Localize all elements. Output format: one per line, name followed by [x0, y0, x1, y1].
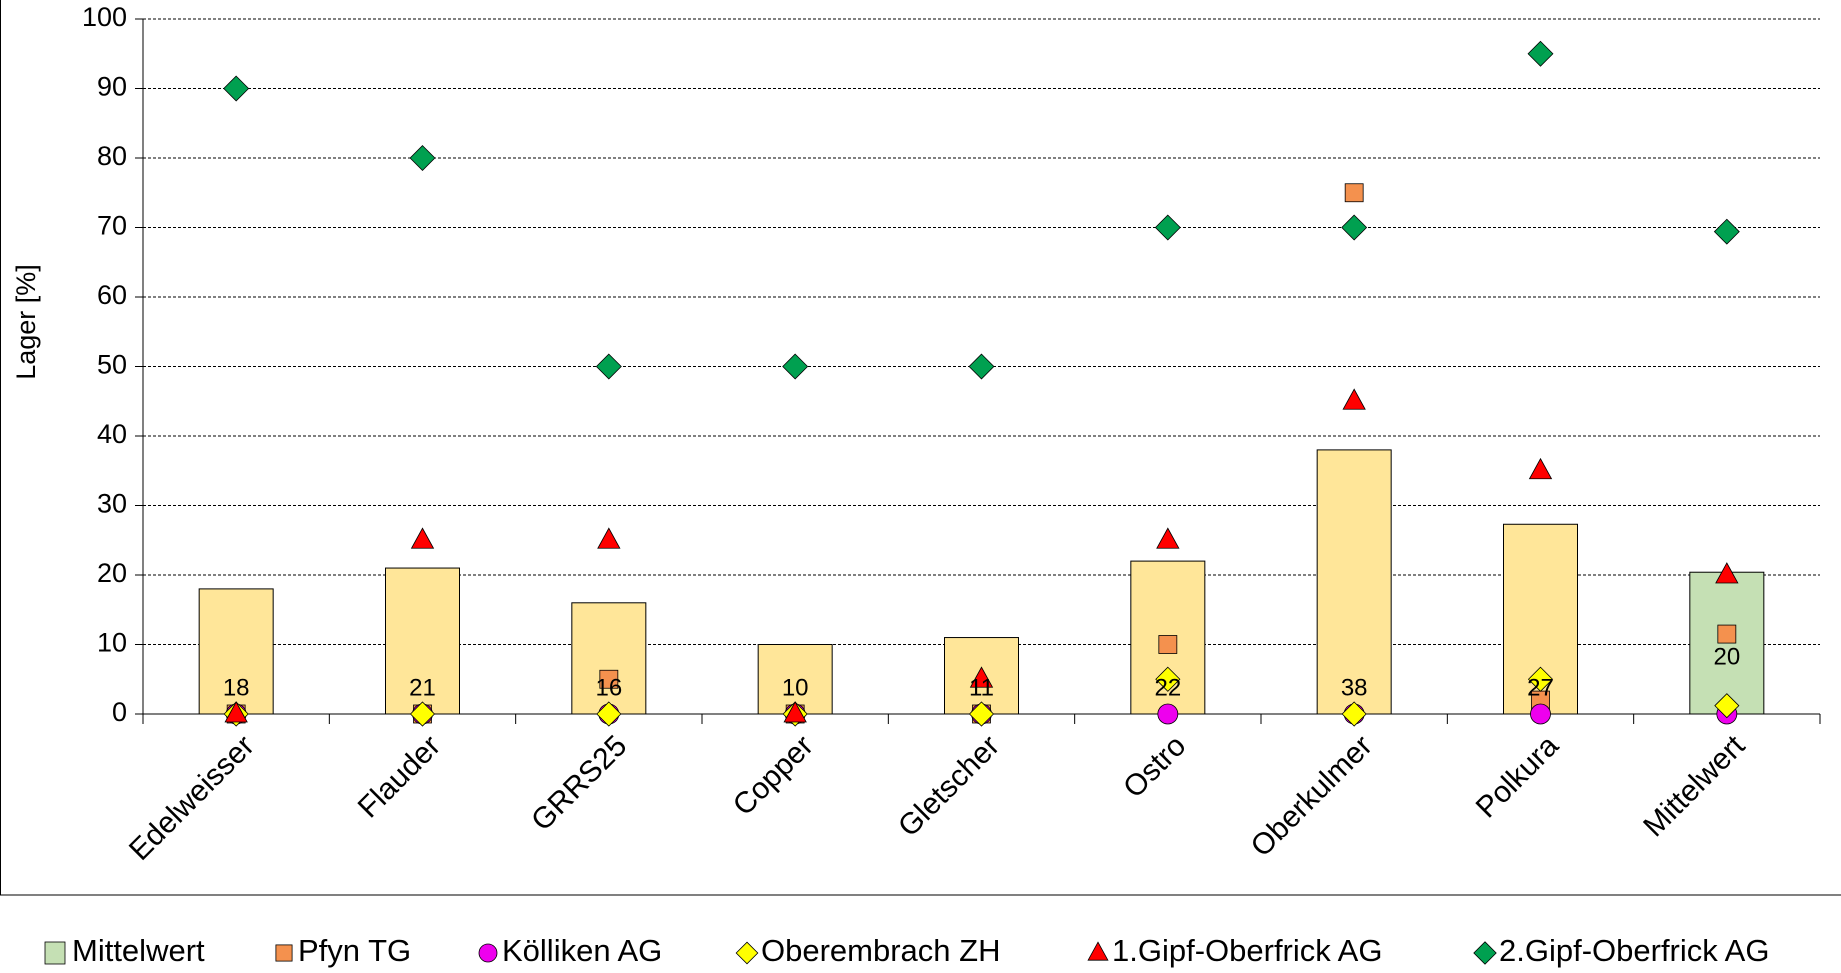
marker-diamond — [1713, 218, 1740, 245]
marker-circle — [1530, 703, 1551, 725]
y-tick-label: 80 — [97, 141, 127, 171]
y-tick-label: 60 — [97, 280, 127, 310]
legend-label: 1.Gipf-Oberfrick AG — [1112, 933, 1382, 968]
marker-diamond — [409, 701, 436, 727]
y-axis-label: Lager [%] — [11, 264, 41, 380]
marker-diamond — [782, 353, 809, 380]
legend-marker — [1473, 941, 1497, 965]
y-tick-label: 100 — [82, 2, 127, 32]
legend-swatch — [44, 941, 66, 965]
legend-label: 2.Gipf-Oberfrick AG — [1499, 933, 1769, 968]
legend-marker — [735, 941, 759, 965]
marker-square — [1158, 635, 1178, 654]
y-tick-label: 30 — [97, 489, 127, 519]
legend-label: Mittelwert — [72, 933, 205, 968]
value-label: 22 — [1154, 674, 1181, 701]
marker-diamond — [968, 701, 995, 727]
y-tick-label: 90 — [97, 72, 127, 102]
marker-diamond — [1154, 214, 1181, 241]
x-tick-label: Ostro — [1117, 729, 1192, 804]
x-tick-label: Flauder — [352, 729, 447, 824]
marker-diamond — [595, 353, 622, 380]
value-label: 27 — [1527, 674, 1554, 701]
marker-triangle — [969, 666, 994, 688]
x-tick-label: Polkura — [1470, 729, 1565, 824]
marker-diamond — [1341, 214, 1368, 241]
marker-diamond — [409, 145, 436, 171]
value-label: 38 — [1341, 674, 1368, 701]
marker-triangle — [597, 527, 621, 549]
bar — [571, 602, 647, 715]
legend-label: Pfyn TG — [298, 933, 411, 968]
value-label: 21 — [409, 674, 436, 701]
marker-diamond — [1714, 693, 1740, 719]
marker-diamond — [1527, 666, 1554, 692]
value-label: 10 — [782, 674, 809, 701]
bar — [385, 567, 460, 715]
legend-label: Kölliken AG — [502, 933, 662, 968]
marker-triangle — [410, 527, 435, 549]
marker-diamond — [968, 353, 995, 380]
marker-triangle — [783, 701, 807, 723]
value-label: 18 — [223, 674, 250, 701]
x-tick-label: Oberkulmer — [1245, 729, 1379, 863]
marker-diamond — [1341, 701, 1367, 727]
marker-square — [1344, 183, 1364, 203]
marker-diamond — [223, 75, 250, 102]
bar — [198, 588, 274, 715]
x-tick-label: Edelweisser — [123, 729, 261, 867]
marker-square — [1717, 624, 1737, 644]
marker-triangle — [1528, 457, 1553, 480]
marker-triangle — [1715, 562, 1739, 584]
marker-square — [599, 669, 619, 689]
marker-triangle — [1342, 388, 1366, 410]
value-label: 16 — [595, 674, 622, 701]
marker-triangle — [224, 701, 248, 723]
value-label: 20 — [1713, 643, 1740, 670]
marker-triangle — [1156, 527, 1180, 549]
value-label: 11 — [969, 674, 994, 701]
bar — [1316, 449, 1392, 715]
marker-circle — [1157, 703, 1179, 725]
y-tick-label: 0 — [112, 697, 127, 727]
y-tick-label: 40 — [97, 419, 127, 449]
legend-marker — [478, 943, 498, 963]
x-tick-label: GRRS25 — [525, 729, 633, 837]
marker-diamond — [596, 701, 622, 727]
x-tick-label: Gletscher — [892, 729, 1006, 843]
legend-marker — [275, 944, 293, 962]
y-tick-label: 10 — [97, 628, 127, 658]
legend-label: Oberembrach ZH — [761, 933, 1000, 968]
y-tick-label: 20 — [97, 558, 127, 588]
y-tick-label: 70 — [97, 211, 127, 241]
legend-marker — [1087, 941, 1109, 961]
x-tick-label: Mittelwert — [1637, 729, 1752, 844]
marker-diamond — [1527, 40, 1554, 67]
marker-diamond — [1155, 666, 1181, 692]
y-tick-label: 50 — [97, 350, 127, 380]
x-tick-label: Copper — [727, 729, 820, 822]
